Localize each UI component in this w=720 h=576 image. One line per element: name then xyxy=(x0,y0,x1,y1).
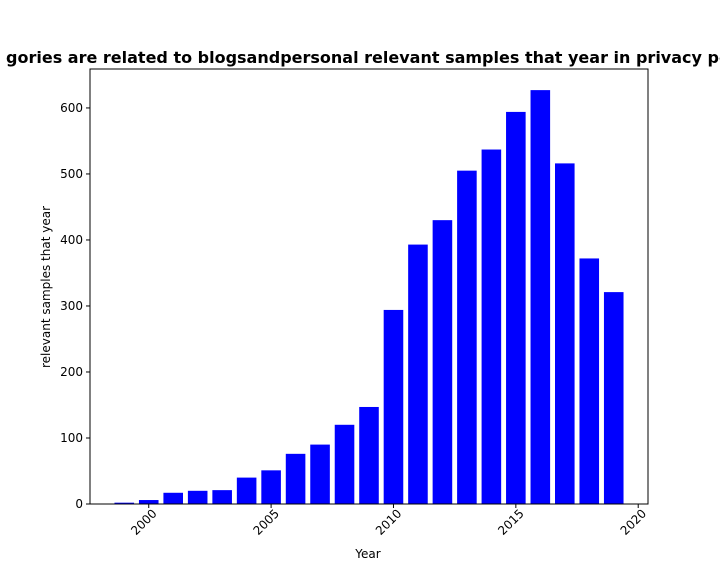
bar-2014 xyxy=(481,149,502,504)
bar-2002 xyxy=(187,490,208,504)
y-tick-label: 500 xyxy=(60,167,83,181)
bar-2005 xyxy=(261,470,281,504)
y-tick-label: 100 xyxy=(60,431,83,445)
bar-2011 xyxy=(408,244,428,504)
bar-1999 xyxy=(114,502,135,504)
bar-2008 xyxy=(334,424,355,504)
bar-2016 xyxy=(530,90,551,505)
x-axis-ticks: 2000 2005 2010 2015 2020 xyxy=(128,504,649,538)
bar-2007 xyxy=(310,444,330,504)
x-tick-label: 2015 xyxy=(495,506,526,537)
x-axis-label: Year xyxy=(354,547,380,561)
y-tick-label: 200 xyxy=(60,365,83,379)
bar-2000 xyxy=(138,500,159,504)
bar-2018 xyxy=(579,258,600,504)
bar-2009 xyxy=(359,406,379,504)
x-tick-label: 2010 xyxy=(373,506,404,537)
bar-2006 xyxy=(285,453,306,504)
x-tick-label: 2020 xyxy=(618,506,649,537)
bar-2013 xyxy=(457,170,477,504)
chart-title: gories are related to blogsandpersonal r… xyxy=(6,48,720,67)
bars-group xyxy=(114,90,624,505)
y-tick-label: 300 xyxy=(60,299,83,313)
y-tick-label: 0 xyxy=(75,497,83,511)
y-tick-label: 600 xyxy=(60,101,83,115)
y-axis-ticks: 0 100 200 300 400 500 600 xyxy=(60,101,90,511)
plot-frame xyxy=(89,68,649,505)
x-tick-label: 2000 xyxy=(128,506,159,537)
bar-2004 xyxy=(236,477,257,504)
bar-2001 xyxy=(163,492,183,504)
bar-2017 xyxy=(555,163,575,504)
bar-2012 xyxy=(432,220,453,504)
x-tick-label: 2005 xyxy=(251,506,282,537)
bar-2015 xyxy=(506,111,526,504)
y-axis-label: relevant samples that year xyxy=(39,206,53,368)
y-tick-label: 400 xyxy=(60,233,83,247)
bar-2019 xyxy=(603,292,624,504)
bar-2003 xyxy=(212,490,232,504)
bar-2010 xyxy=(383,309,404,504)
